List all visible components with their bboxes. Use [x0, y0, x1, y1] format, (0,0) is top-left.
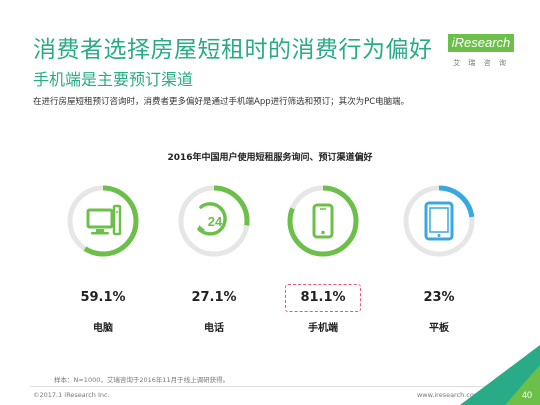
- category-label-2: 电话: [204, 323, 224, 334]
- logo-subtext: 艾 瑞 咨 询: [453, 59, 509, 67]
- phone-24-icon-glyph: 24: [197, 202, 227, 236]
- source-note: 样本：N=1000，艾瑞咨询于2016年11月于线上调研获得。: [54, 376, 230, 384]
- corner-decoration: [460, 345, 540, 405]
- page-subtitle: 手机端是主要预订渠道: [33, 70, 194, 89]
- category-label-4: 平板: [429, 323, 449, 334]
- logo-text: iResearch: [451, 35, 511, 50]
- value-label-4: 23%: [423, 290, 455, 305]
- value-label-3: 81.1%: [300, 290, 346, 305]
- phone-24-icon: 24: [178, 185, 250, 257]
- website: www.iresearch.com.cn: [416, 391, 490, 399]
- ring-3: [286, 184, 360, 258]
- computer-icon: [67, 185, 139, 257]
- ring-2: 24: [177, 184, 251, 258]
- computer-icon-glyph: [86, 204, 122, 236]
- value-arc-1: [67, 185, 139, 257]
- value-label-2: 27.1%: [191, 290, 237, 305]
- category-label-3: 手机端: [308, 323, 338, 334]
- tablet-icon-glyph: [424, 201, 454, 241]
- ring-1: [66, 184, 140, 258]
- category-label-1: 电脑: [93, 323, 113, 334]
- value-label-1: 59.1%: [80, 290, 126, 305]
- chart-title: 2016年中国用户使用短租服务询问、预订渠道偏好: [167, 153, 373, 163]
- svg-text:24: 24: [208, 214, 223, 229]
- mobile-phone-icon: [287, 185, 359, 257]
- tablet-icon: [403, 185, 475, 257]
- iresearch-logo: iResearch: [448, 34, 514, 52]
- value-arc-4: [403, 185, 475, 257]
- highlight-box: [285, 284, 361, 312]
- copyright: ©2017.1 iResearch Inc.: [33, 391, 110, 399]
- footer-divider: [30, 386, 508, 387]
- page-description: 在进行房屋短租预订咨询时，消费者更多偏好是通过手机端App进行筛选和预订；其次为…: [33, 97, 410, 107]
- page-title: 消费者选择房屋短租时的消费行为偏好: [33, 37, 433, 63]
- value-arc-2: [178, 185, 250, 257]
- mobile-phone-icon-glyph: [312, 203, 334, 239]
- ring-4: [402, 184, 476, 258]
- page-number: 40: [521, 390, 532, 400]
- value-arc-3: [287, 185, 359, 257]
